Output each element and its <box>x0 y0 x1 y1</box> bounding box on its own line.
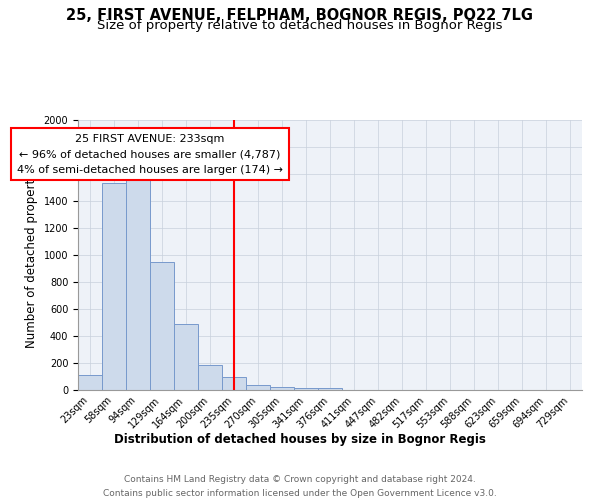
Bar <box>222 376 246 390</box>
Text: 25, FIRST AVENUE, FELPHAM, BOGNOR REGIS, PO22 7LG: 25, FIRST AVENUE, FELPHAM, BOGNOR REGIS,… <box>67 8 533 22</box>
Bar <box>318 388 342 390</box>
Bar <box>294 388 318 390</box>
Bar <box>174 324 198 390</box>
Text: Size of property relative to detached houses in Bognor Regis: Size of property relative to detached ho… <box>97 18 503 32</box>
Bar <box>270 386 294 390</box>
Bar <box>246 384 270 390</box>
Text: Distribution of detached houses by size in Bognor Regis: Distribution of detached houses by size … <box>114 432 486 446</box>
Text: Contains HM Land Registry data © Crown copyright and database right 2024.
Contai: Contains HM Land Registry data © Crown c… <box>103 476 497 498</box>
Bar <box>150 262 174 390</box>
Y-axis label: Number of detached properties: Number of detached properties <box>25 162 38 348</box>
Bar <box>198 365 222 390</box>
Bar <box>126 180 150 390</box>
Text: 25 FIRST AVENUE: 233sqm
← 96% of detached houses are smaller (4,787)
4% of semi-: 25 FIRST AVENUE: 233sqm ← 96% of detache… <box>17 134 283 174</box>
Bar <box>102 183 126 390</box>
Bar <box>78 375 102 390</box>
